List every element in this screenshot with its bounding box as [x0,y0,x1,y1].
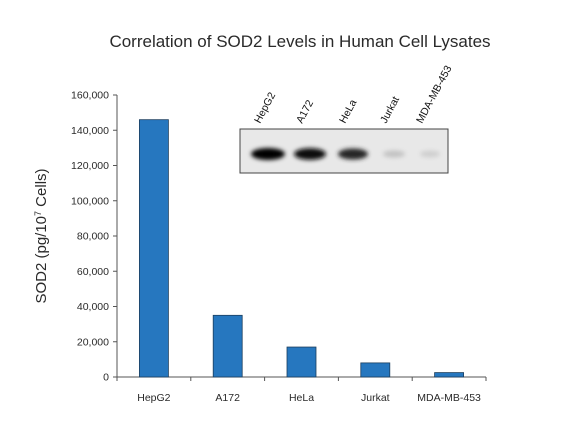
bar-a172 [212,314,243,378]
blot-band-mda-mb-453 [420,150,440,158]
blot-lane-label: HepG2 [252,90,278,125]
blot-band-a172 [294,148,326,160]
y-tick-label: 120,000 [71,160,109,172]
y-tick-label: 20,000 [77,336,109,348]
blot-lane-label: HeLa [337,97,359,125]
x-axis: HepG2 A172 HeLa Jurkat MDA-MB-453 [116,376,487,404]
bar-hepg2 [138,119,169,378]
y-tick-label: 140,000 [71,125,109,137]
western-blot-inset: HepG2 A172 HeLa Jurkat MDA-MB-453 [239,63,455,174]
y-axis-label: SOD2 (pg/107 Cells) [33,168,50,303]
y-tick-label: 40,000 [77,301,109,313]
blot-bands [251,148,440,160]
blot-band-hepg2 [251,148,285,160]
chart-title: Correlation of SOD2 Levels in Human Cell… [109,32,490,51]
x-tick-label: HepG2 [137,392,170,404]
y-tick-label: 0 [103,372,109,384]
blot-band-jurkat [383,150,405,158]
x-tick-label: Jurkat [361,392,390,404]
y-axis: 0 20,000 40,000 60,000 80,000 100,000 120,000 1… [71,90,118,384]
x-tick-label: HeLa [289,392,314,404]
y-tick-label: 100,000 [71,195,109,207]
y-tick-label: 80,000 [77,231,109,243]
blot-lane-label: MDA-MB-453 [414,63,455,125]
blot-band-hela [338,148,368,160]
y-tick-label: 160,000 [71,90,109,102]
blot-lane-label: Jurkat [378,94,402,125]
bar-hela [286,346,317,378]
bar-series [138,119,465,378]
x-tick-label: MDA-MB-453 [417,392,481,404]
blot-lane-label: A172 [294,98,316,125]
y-tick-label: 60,000 [77,266,109,278]
bar-mda-mb-453 [434,372,465,378]
x-tick-label: A172 [215,392,240,404]
bar-jurkat [360,362,391,378]
blot-lane-labels: HepG2 A172 HeLa Jurkat MDA-MB-453 [252,63,455,125]
